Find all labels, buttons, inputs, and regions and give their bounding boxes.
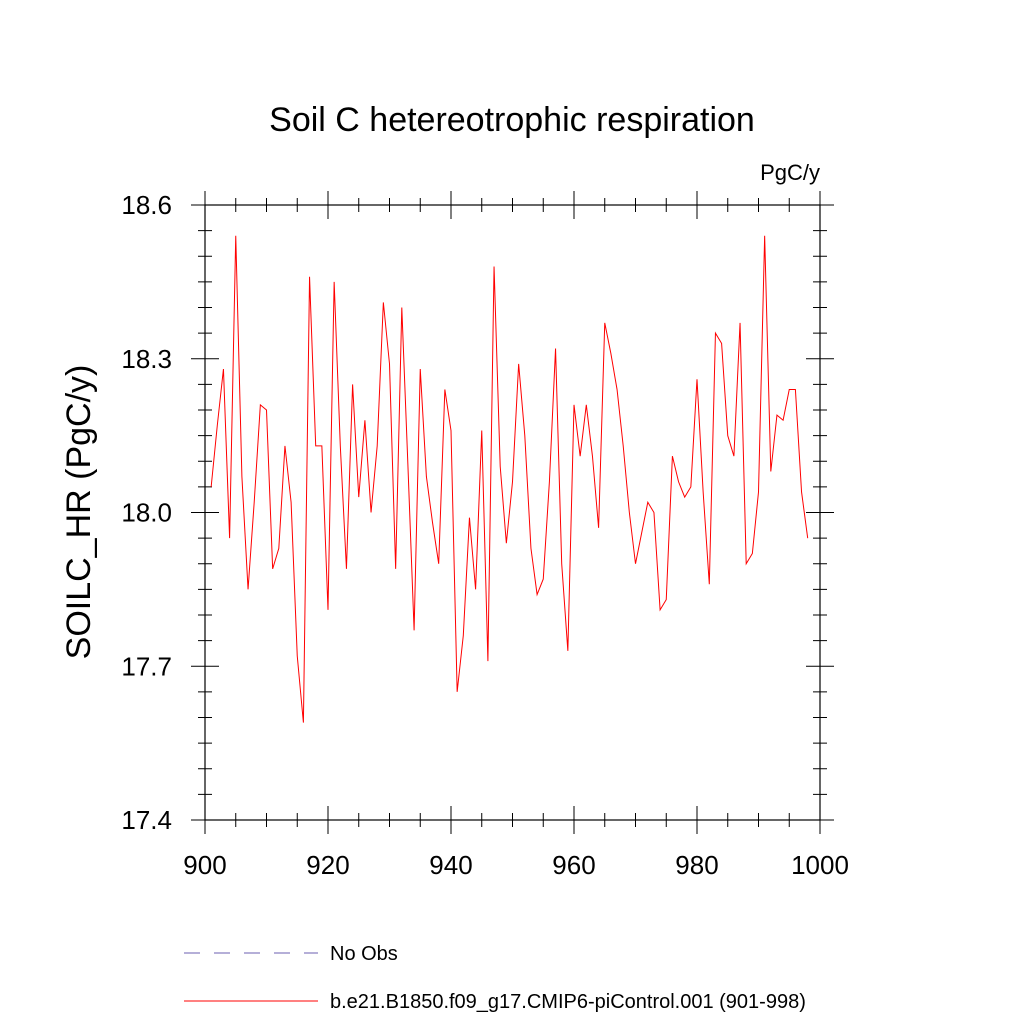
x-tick-label: 980 xyxy=(675,850,718,880)
x-tick-label: 940 xyxy=(429,850,472,880)
legend-label-control-run: b.e21.B1850.f09_g17.CMIP6-piControl.001 … xyxy=(330,991,806,1013)
series-line-control-run xyxy=(210,235,809,723)
series-layer xyxy=(210,235,809,723)
x-tick-label: 1000 xyxy=(791,850,849,880)
y-tick-label: 18.6 xyxy=(121,190,172,220)
units-label: PgC/y xyxy=(760,160,820,185)
x-axis-ticks: 900 920 940 960 980 1000 xyxy=(183,191,849,880)
y-tick-label: 17.7 xyxy=(121,651,172,681)
y-tick-label: 17.4 xyxy=(121,805,172,835)
x-tick-label: 920 xyxy=(306,850,349,880)
x-tick-label: 960 xyxy=(552,850,595,880)
legend-label-no-obs: No Obs xyxy=(330,943,398,965)
chart-title: Soil C hetereotrophic respiration xyxy=(269,101,755,139)
legend: No Obs b.e21.B1850.f09_g17.CMIP6-piContr… xyxy=(184,943,806,1013)
plot-frame xyxy=(204,204,821,821)
y-tick-label: 18.3 xyxy=(121,344,172,374)
y-axis-ticks: 17.4 17.7 18.0 18.3 18.6 xyxy=(121,190,834,835)
x-tick-label: 900 xyxy=(183,850,226,880)
y-tick-label: 18.0 xyxy=(121,498,172,528)
y-axis-label: SOILC_HR (PgC/y) xyxy=(60,365,98,660)
